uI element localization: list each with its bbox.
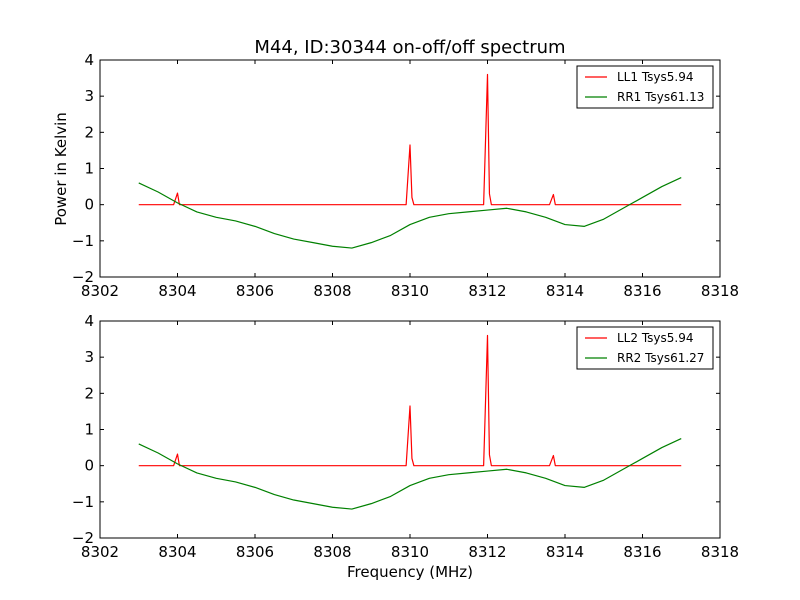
y-tick-label: 0 xyxy=(84,196,94,214)
y-tick-label: −1 xyxy=(72,493,94,511)
y-tick-label: 2 xyxy=(84,384,94,402)
x-axis-label: Frequency (MHz) xyxy=(347,563,473,581)
x-tick-label: 8304 xyxy=(158,543,196,561)
series-line-ll2 xyxy=(138,334,682,467)
legend-box xyxy=(576,65,714,109)
x-tick-label: 8308 xyxy=(313,282,351,300)
x-tick-label: 8314 xyxy=(546,543,584,561)
figure-title: M44, ID:30344 on-off/off spectrum xyxy=(254,37,565,58)
y-tick-label: 0 xyxy=(84,457,94,475)
x-tick-label: 8302 xyxy=(81,543,119,561)
x-tick-label: 8308 xyxy=(313,543,351,561)
x-tick-label: 8304 xyxy=(158,282,196,300)
x-tick-label: 8302 xyxy=(81,282,119,300)
top-panel: 8302 8304 8306 8308 8310 8312 8314 8316 8318 −2 −1… xyxy=(72,51,739,300)
x-tick-label: 8312 xyxy=(468,543,506,561)
x-tick-label: 8316 xyxy=(623,282,661,300)
y-tick-label: −1 xyxy=(72,232,94,250)
y-tick-label: 4 xyxy=(84,51,94,69)
x-tick-label: 8306 xyxy=(236,543,274,561)
x-tick-label: 8306 xyxy=(236,282,274,300)
legend-entry: LL1 Tsys5.94 xyxy=(617,70,694,84)
bottom-panel: 8302 8304 8306 8308 8310 8312 8314 8316 8318 −2 −1… xyxy=(72,312,739,561)
y-tick-label: −2 xyxy=(72,268,94,286)
legend-entry: LL2 Tsys5.94 xyxy=(617,331,694,345)
y-axis-label: Power in Kelvin xyxy=(52,112,70,226)
x-tick-label: 8316 xyxy=(623,543,661,561)
x-tick-label: 8314 xyxy=(546,282,584,300)
x-tick-label: 8318 xyxy=(701,282,739,300)
series-line-ll1 xyxy=(138,73,682,206)
x-tick-label: 8310 xyxy=(391,282,429,300)
y-tick-label: 2 xyxy=(84,123,94,141)
legend-entry: RR2 Tsys61.27 xyxy=(617,351,704,365)
legend: LL1 Tsys5.94 RR1 Tsys61.13 xyxy=(576,65,714,109)
legend-entry: RR1 Tsys61.13 xyxy=(617,90,704,104)
y-tick-label: 4 xyxy=(84,312,94,330)
x-tick-label: 8312 xyxy=(468,282,506,300)
y-tick-label: 3 xyxy=(84,348,94,366)
y-tick-label: 3 xyxy=(84,87,94,105)
series-line-rr2 xyxy=(138,437,682,510)
x-tick-label: 8318 xyxy=(701,543,739,561)
y-tick-label: 1 xyxy=(84,421,94,439)
y-tick-label: 1 xyxy=(84,160,94,178)
legend-box xyxy=(576,326,714,370)
legend: LL2 Tsys5.94 RR2 Tsys61.27 xyxy=(576,326,714,370)
y-tick-label: −2 xyxy=(72,529,94,547)
x-tick-label: 8310 xyxy=(391,543,429,561)
series-line-rr1 xyxy=(138,176,682,249)
